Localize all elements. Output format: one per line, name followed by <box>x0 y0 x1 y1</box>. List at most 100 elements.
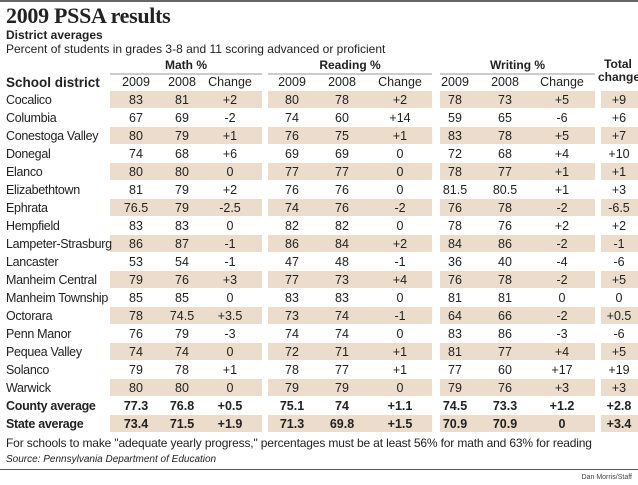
cell-wc: +4 <box>554 147 570 161</box>
cell-w09: 78 <box>448 219 462 233</box>
cell-m09: 73.4 <box>123 417 149 431</box>
top-rule <box>0 0 638 2</box>
cell-r09: 72 <box>285 345 299 359</box>
cell-rc: 0 <box>396 327 404 341</box>
row-shading <box>110 199 262 216</box>
row-shading <box>601 163 638 180</box>
cell-mc: +1.9 <box>217 417 243 431</box>
cell-w09: 84 <box>448 237 462 251</box>
table-row: Elizabethtown 81 79 +2 76 76 0 81.5 80.5 +1 +3 <box>0 181 638 199</box>
cell-r08: 76 <box>335 201 349 215</box>
cell-rc: +2 <box>392 237 408 251</box>
cell-mc: +3 <box>222 273 238 287</box>
cell-mc: 0 <box>226 291 234 305</box>
table-row: Warwick 80 80 0 79 79 0 79 76 +3 +3 <box>0 379 638 397</box>
table-row: Pequea Valley 74 74 0 72 71 +1 81 77 +4 +5 <box>0 343 638 361</box>
bottom-rule <box>0 469 638 470</box>
cell-m08: 74.5 <box>169 309 195 323</box>
cell-m08: 69 <box>175 111 189 125</box>
row-shading <box>440 271 595 288</box>
cell-wc: +1 <box>554 165 570 179</box>
cell-mc: 0 <box>226 219 234 233</box>
row-shading <box>440 127 595 144</box>
cell-rc: +1.1 <box>387 399 413 413</box>
table-row: Cocalico 83 81 +2 80 78 +2 78 73 +5 +9 <box>0 91 638 109</box>
cell-r08: 71 <box>335 345 349 359</box>
cell-t: +0.5 <box>606 309 632 323</box>
district-header: School district <box>6 75 100 90</box>
row-shading <box>268 415 432 432</box>
cell-wc: -4 <box>556 255 568 269</box>
cell-r09: 74 <box>285 111 299 125</box>
cell-r08: 78 <box>335 93 349 107</box>
cell-w08: 68 <box>498 147 512 161</box>
table-row: Octorara 78 74.5 +3.5 73 74 -1 64 66 -2 +0.5 <box>0 307 638 325</box>
cell-rc: +1.5 <box>387 417 413 431</box>
cell-r09: 76 <box>285 183 299 197</box>
cell-rc: -2 <box>394 201 406 215</box>
cell-m09: 67 <box>129 111 143 125</box>
row-shading <box>268 127 432 144</box>
row-shading <box>110 163 262 180</box>
district-name: Elanco <box>6 165 43 179</box>
row-shading <box>268 91 432 108</box>
cell-m08: 68 <box>175 147 189 161</box>
cell-m08: 80 <box>175 165 189 179</box>
cell-r08: 77 <box>335 363 349 377</box>
cell-t: +5 <box>611 273 627 287</box>
cell-rc: 0 <box>396 381 404 395</box>
cell-t: +3 <box>611 381 627 395</box>
cell-m08: 87 <box>175 237 189 251</box>
cell-w09: 79 <box>448 381 462 395</box>
row-shading <box>440 379 595 396</box>
row-shading <box>601 415 638 432</box>
district-name: State average <box>6 417 84 431</box>
cell-t: -6.5 <box>608 201 630 215</box>
cell-t: -6 <box>613 255 625 269</box>
district-name: Columbia <box>6 111 57 125</box>
district-name: Manheim Central <box>6 273 97 287</box>
column-header-r09: 2009 <box>278 75 306 89</box>
row-shading <box>268 163 432 180</box>
cell-w08: 76 <box>498 381 512 395</box>
cell-rc: +1 <box>392 129 408 143</box>
cell-r08: 48 <box>335 255 349 269</box>
cell-mc: -2.5 <box>219 201 241 215</box>
cell-w09: 83 <box>448 327 462 341</box>
cell-w09: 83 <box>448 129 462 143</box>
cell-w08: 81 <box>498 291 512 305</box>
page-title: 2009 PSSA results <box>6 3 171 28</box>
cell-rc: -1 <box>394 255 406 269</box>
cell-w08: 70.9 <box>492 417 518 431</box>
cell-rc: 0 <box>396 219 404 233</box>
cell-mc: 0 <box>226 381 234 395</box>
column-header-w09: 2009 <box>441 75 469 89</box>
district-name: Cocalico <box>6 93 52 107</box>
cell-mc: +6 <box>222 147 238 161</box>
cell-mc: +2 <box>222 183 238 197</box>
cell-r09: 79 <box>285 381 299 395</box>
cell-rc: +1 <box>392 345 408 359</box>
cell-r08: 74 <box>335 327 349 341</box>
cell-wc: -2 <box>556 201 568 215</box>
district-name: Hempfield <box>6 219 60 233</box>
cell-m08: 74 <box>175 345 189 359</box>
column-header-rc: Change <box>378 75 422 89</box>
row-shading <box>601 343 638 360</box>
cell-w08: 65 <box>498 111 512 125</box>
table-row: Manheim Central 79 76 +3 77 73 +4 76 78 -2 +5 <box>0 271 638 289</box>
total-change-header: Total change <box>598 57 638 84</box>
cell-t: +5 <box>611 345 627 359</box>
cell-rc: +1 <box>392 363 408 377</box>
cell-w08: 40 <box>498 255 512 269</box>
cell-w08: 73 <box>498 93 512 107</box>
row-shading <box>440 415 595 432</box>
column-header-r08: 2008 <box>328 75 356 89</box>
table-row: Manheim Township 85 85 0 83 83 0 81 81 0 0 <box>0 289 638 307</box>
cell-r08: 74 <box>335 309 349 323</box>
row-shading <box>110 91 262 108</box>
row-shading <box>440 199 595 216</box>
cell-m09: 76.5 <box>123 201 149 215</box>
row-shading <box>268 379 432 396</box>
